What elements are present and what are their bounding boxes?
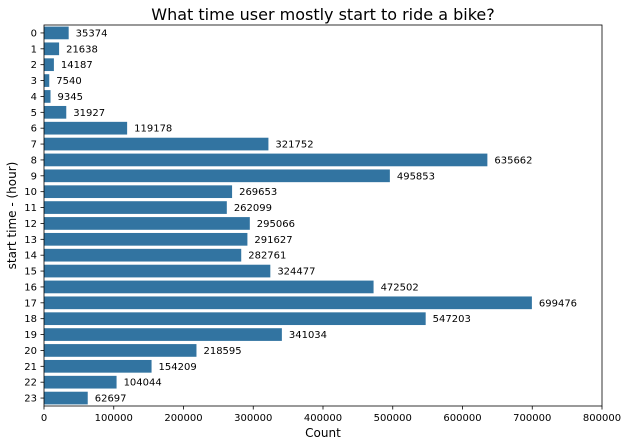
x-tick-label: 600000	[443, 413, 481, 424]
y-tick-label: 15	[24, 267, 37, 278]
bar-hour-21	[44, 359, 152, 373]
y-tick-label: 12	[24, 219, 37, 230]
x-axis-title: Count	[305, 426, 341, 440]
y-tick-label: 20	[24, 346, 37, 357]
bar-hour-9	[44, 169, 390, 183]
y-tick-label: 16	[24, 282, 37, 293]
y-tick-label: 14	[24, 251, 37, 262]
x-tick-label: 700000	[513, 413, 551, 424]
bar-value-label: 291627	[254, 235, 292, 246]
bar-hour-17	[44, 296, 532, 310]
bars	[44, 26, 532, 405]
y-tick-label: 6	[31, 124, 37, 135]
y-tick-label: 10	[24, 187, 37, 198]
bar-value-label: 21638	[66, 44, 98, 55]
bar-hour-15	[44, 264, 271, 278]
x-tick-label: 500000	[374, 413, 412, 424]
bar-value-label: 547203	[433, 314, 471, 325]
bar-hour-18	[44, 312, 426, 326]
y-tick-label: 18	[24, 314, 37, 325]
bar-hour-6	[44, 121, 128, 135]
bar-value-label: 699476	[539, 298, 577, 309]
x-tick-label: 300000	[234, 413, 272, 424]
y-tick-label: 19	[24, 330, 37, 341]
bar-hour-14	[44, 248, 242, 262]
bar-hour-13	[44, 232, 248, 246]
plot-area: 3537421638141877540934531927119178321752…	[24, 24, 621, 424]
y-tick-label: 9	[31, 171, 37, 182]
y-axis-title: start time - (hour)	[5, 162, 19, 270]
bar-hour-23	[44, 391, 88, 405]
bar-hour-2	[44, 58, 54, 72]
bar-value-label: 218595	[203, 346, 241, 357]
bar-hour-5	[44, 105, 67, 119]
chart-title: What time user mostly start to ride a bi…	[151, 5, 494, 24]
y-tick-label: 22	[24, 378, 37, 389]
y-tick-label: 8	[31, 155, 37, 166]
y-tick-label: 3	[31, 76, 37, 87]
y-tick-label: 17	[24, 298, 37, 309]
bar-value-label: 35374	[76, 28, 108, 39]
bar-hour-0	[44, 26, 69, 40]
bar-value-label: 104044	[124, 378, 162, 389]
bar-hour-16	[44, 280, 374, 294]
bar-hour-3	[44, 74, 50, 87]
x-axis-ticks: 0 100000 200000 300000 400000 500000 600000 700…	[41, 406, 621, 424]
y-tick-label: 13	[24, 235, 37, 246]
y-tick-label: 11	[24, 203, 37, 214]
bar-hour-19	[44, 328, 282, 341]
bar-hour-10	[44, 185, 233, 199]
y-tick-label: 7	[31, 140, 37, 151]
y-tick-label: 23	[24, 394, 37, 405]
bar-value-label: 269653	[239, 187, 277, 198]
x-tick-label: 200000	[164, 413, 202, 424]
bar-value-label: 7540	[56, 76, 81, 87]
bar-value-label: 62697	[95, 394, 127, 405]
bar-hour-20	[44, 344, 197, 357]
bar-value-label: 282761	[248, 251, 286, 262]
x-tick-label: 0	[41, 413, 47, 424]
bar-value-label: 635662	[494, 155, 532, 166]
bar-value-label: 495853	[397, 171, 435, 182]
x-tick-label: 400000	[304, 413, 342, 424]
y-tick-label: 5	[31, 108, 37, 119]
bar-hour-4	[44, 90, 51, 103]
bar-value-label: 119178	[134, 124, 172, 135]
y-tick-label: 21	[24, 362, 37, 373]
bar-value-label: 324477	[277, 267, 315, 278]
bar-value-label: 14187	[61, 60, 93, 71]
bar-value-label: 341034	[289, 330, 327, 341]
bar-value-label: 9345	[58, 92, 83, 103]
bar-hour-1	[44, 42, 60, 56]
bar-value-label: 262099	[234, 203, 272, 214]
y-tick-label: 2	[31, 60, 37, 71]
bar-value-label: 321752	[275, 140, 313, 151]
y-tick-label: 0	[31, 28, 37, 39]
y-tick-label: 1	[31, 44, 37, 55]
bar-value-label: 154209	[159, 362, 197, 373]
bar-hour-12	[44, 217, 250, 230]
x-tick-label: 800000	[583, 413, 621, 424]
bar-hour-7	[44, 137, 269, 151]
x-tick-label: 100000	[95, 413, 133, 424]
bar-value-label: 31927	[73, 108, 105, 119]
bar-labels: 35374 21638 14187 7540 9345 31927 119178 321752…	[56, 28, 577, 404]
bar-value-label: 472502	[381, 282, 419, 293]
bar-hour-8	[44, 153, 488, 167]
bar-hour-22	[44, 375, 117, 389]
bar-hour-11	[44, 201, 227, 214]
y-tick-label: 4	[31, 92, 37, 103]
bar-value-label: 295066	[257, 219, 295, 230]
